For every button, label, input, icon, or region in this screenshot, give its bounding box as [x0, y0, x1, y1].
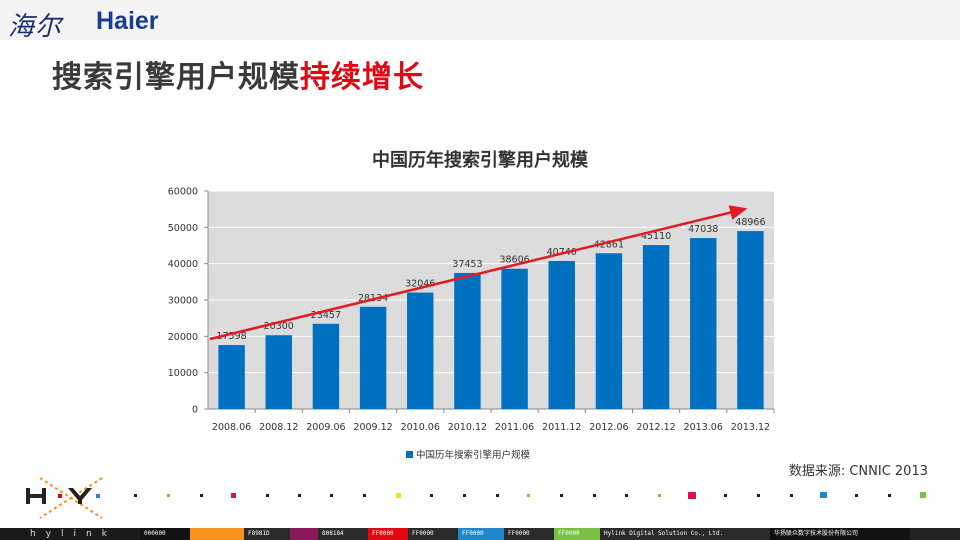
data-label: 42861 — [594, 239, 624, 250]
trend-arrow — [209, 205, 748, 341]
footer-segment: Hylink Digital Solution Co., Ltd. — [600, 528, 770, 540]
data-label: 17598 — [216, 331, 246, 342]
bar — [642, 245, 670, 409]
footer-color-bar: 000000 F8981D 808184 FF0000 FF0000 FF0000 FF00… — [0, 528, 960, 540]
footer-segment — [290, 528, 318, 540]
x-tick-label: 2010.06 — [401, 422, 440, 433]
haier-brand-logo: Haier — [96, 7, 159, 35]
slide-title: 搜索引擎用户规模持续增长 — [52, 52, 424, 96]
chart-title: 中国历年搜索引擎用户规模 — [372, 150, 588, 171]
data-label: 48966 — [735, 217, 765, 228]
x-tick-label: 2009.06 — [306, 422, 345, 433]
hylink-hy-logo — [26, 477, 103, 519]
bar — [737, 231, 764, 409]
y-tick-label: 30000 — [168, 296, 198, 307]
x-tick-label: 2012.06 — [589, 422, 628, 433]
bar — [359, 306, 387, 409]
data-label: 23457 — [311, 310, 341, 321]
x-tick-label: 2008.12 — [259, 422, 298, 433]
y-tick-label: 10000 — [168, 368, 198, 379]
footer-segment: FF0000 — [408, 528, 458, 540]
bar — [690, 238, 717, 409]
data-label: 32046 — [405, 279, 435, 290]
legend-swatch — [406, 451, 413, 458]
x-tick-label: 2009.12 — [353, 422, 392, 433]
footer-segment: FF0000 — [504, 528, 554, 540]
x-tick-label: 2013.12 — [731, 422, 770, 433]
footer-segment — [190, 528, 244, 540]
bar — [595, 253, 623, 409]
footer-segment: FF0000 — [458, 528, 504, 540]
bar — [312, 323, 340, 409]
data-source-note: 数据来源: CNNIC 2013 — [788, 464, 928, 479]
footer-segment: FF0000 — [554, 528, 600, 540]
haier-chinese-logo: 海尔 — [8, 12, 63, 42]
data-label: 47038 — [688, 224, 718, 235]
data-label: 45110 — [641, 231, 671, 242]
footer-segment: 000000 — [140, 528, 190, 540]
bar — [265, 335, 292, 409]
bar — [218, 345, 245, 409]
footer-segment: F8981D — [244, 528, 290, 540]
y-tick-label: 50000 — [168, 223, 198, 234]
x-tick-label: 2008.06 — [212, 422, 251, 433]
bar — [407, 292, 434, 409]
data-label: 38606 — [499, 255, 529, 266]
data-label: 20300 — [264, 321, 294, 332]
x-tick-label: 2013.06 — [684, 422, 723, 433]
y-tick-label: 20000 — [168, 332, 198, 343]
y-tick-label: 0 — [192, 405, 198, 416]
footer-brand-text: hylink — [0, 528, 140, 540]
x-tick-label: 2011.12 — [542, 422, 581, 433]
slide-title-main: 搜索引擎用户规模 — [52, 60, 300, 95]
slide-title-highlight: 持续增长 — [300, 60, 424, 95]
bar — [501, 268, 528, 409]
bar — [548, 260, 575, 409]
x-tick-label: 2011.06 — [495, 422, 534, 433]
data-label: 37453 — [452, 259, 482, 270]
header-band — [0, 0, 960, 40]
y-tick-label: 60000 — [168, 187, 198, 198]
decorative-dot-row — [134, 492, 926, 499]
bar — [454, 272, 481, 409]
footer-segment: FF0000 — [368, 528, 408, 540]
x-tick-label: 2012.12 — [636, 422, 675, 433]
x-tick-label: 2010.12 — [448, 422, 487, 433]
y-tick-label: 40000 — [168, 259, 198, 270]
footer-segment: 808184 — [318, 528, 368, 540]
footer-segment: 华扬联众数字技术股份有限公司 — [770, 528, 910, 540]
legend-label: 中国历年搜索引擎用户规模 — [416, 449, 531, 461]
